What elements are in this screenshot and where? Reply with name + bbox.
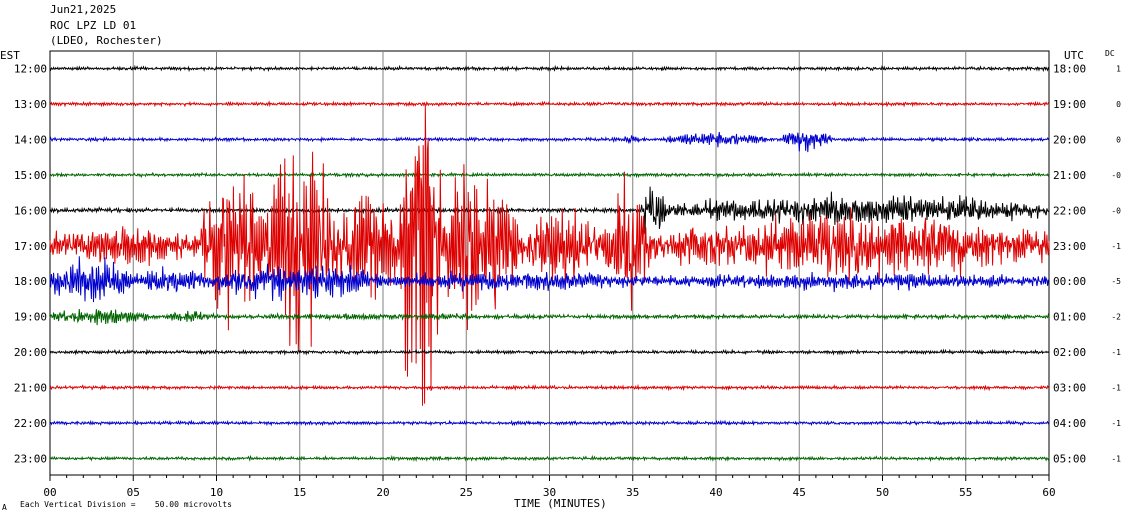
row-dc-value: -5 xyxy=(1111,277,1121,286)
x-axis-title: TIME (MINUTES) xyxy=(514,497,607,510)
row-dc-value: -1 xyxy=(1111,384,1121,393)
x-tick-label: 15 xyxy=(293,486,306,499)
row-label-utc: 02:00 xyxy=(1053,346,1086,359)
row-dc-value: -0 xyxy=(1111,171,1121,180)
row-dc-value: -1 xyxy=(1111,348,1121,357)
row-label-utc: 04:00 xyxy=(1053,417,1086,430)
row-label-utc: 19:00 xyxy=(1053,98,1086,111)
row-label-utc: 05:00 xyxy=(1053,452,1086,465)
x-tick-label: 35 xyxy=(626,486,639,499)
row-label-est: 23:00 xyxy=(14,452,47,465)
row-dc-value: 0 xyxy=(1116,135,1121,144)
trace-1200 xyxy=(49,64,1050,73)
row-label-est: 16:00 xyxy=(14,204,47,217)
row-dc-value: -1 xyxy=(1111,454,1121,463)
x-tick-label: 05 xyxy=(127,486,140,499)
row-label-est: 19:00 xyxy=(14,311,47,324)
trace-1700 xyxy=(49,105,1050,406)
trace-1600 xyxy=(49,186,1050,235)
row-label-est: 14:00 xyxy=(14,133,47,146)
header-date: Jun21,2025 xyxy=(50,3,117,16)
row-label-est: 20:00 xyxy=(14,346,47,359)
row-label-est: 13:00 xyxy=(14,98,47,111)
row-label-utc: 18:00 xyxy=(1053,63,1086,76)
row-label-est: 15:00 xyxy=(14,169,47,182)
x-tick-label: 30 xyxy=(543,486,556,499)
x-tick-label: 20 xyxy=(376,486,389,499)
trace-2000 xyxy=(49,348,1050,356)
x-tick-label: 55 xyxy=(959,486,972,499)
row-dc-value: -1 xyxy=(1111,242,1121,251)
row-dc-value: -0 xyxy=(1111,206,1121,215)
row-label-est: 12:00 xyxy=(14,63,47,76)
header-network: (LDEO, Rochester) xyxy=(50,34,163,47)
trace-2100 xyxy=(49,383,1050,392)
x-tick-label: 50 xyxy=(876,486,889,499)
x-tick-label: 45 xyxy=(793,486,806,499)
row-label-utc: 21:00 xyxy=(1053,169,1086,182)
trace-1900 xyxy=(49,308,1050,326)
row-dc-value: 1 xyxy=(1116,65,1121,74)
right-axis-label: UTC xyxy=(1064,49,1084,62)
corner-mark: A xyxy=(2,503,7,512)
row-label-utc: 03:00 xyxy=(1053,382,1086,395)
trace-1800 xyxy=(49,256,1050,303)
x-tick-label: 10 xyxy=(210,486,223,499)
row-label-est: 22:00 xyxy=(14,417,47,430)
row-dc-value: -1 xyxy=(1111,419,1121,428)
trace-2200 xyxy=(49,419,1050,427)
x-tick-label: 40 xyxy=(709,486,722,499)
trace-1400 xyxy=(49,131,1050,153)
row-label-utc: 20:00 xyxy=(1053,133,1086,146)
row-dc-value: -2 xyxy=(1111,313,1121,322)
row-dc-value: 0 xyxy=(1116,100,1121,109)
scale-note: Each Vertical Division = 50.00 microvolt… xyxy=(20,500,232,509)
trace-2300 xyxy=(49,454,1050,463)
dc-column-label: DC xyxy=(1105,49,1115,58)
row-label-utc: 01:00 xyxy=(1053,311,1086,324)
header-station: ROC LPZ LD 01 xyxy=(50,19,137,32)
row-label-est: 21:00 xyxy=(14,382,47,395)
x-tick-label: 60 xyxy=(1042,486,1055,499)
row-label-est: 18:00 xyxy=(14,275,47,288)
row-label-est: 17:00 xyxy=(14,240,47,253)
trace-1300 xyxy=(49,100,1050,108)
left-axis-label: EST xyxy=(0,49,20,62)
row-label-utc: 22:00 xyxy=(1053,204,1086,217)
row-label-utc: 23:00 xyxy=(1053,240,1086,253)
trace-1500 xyxy=(50,171,1050,179)
row-label-utc: 00:00 xyxy=(1053,275,1086,288)
x-tick-label: 25 xyxy=(460,486,473,499)
x-tick-label: 00 xyxy=(43,486,56,499)
